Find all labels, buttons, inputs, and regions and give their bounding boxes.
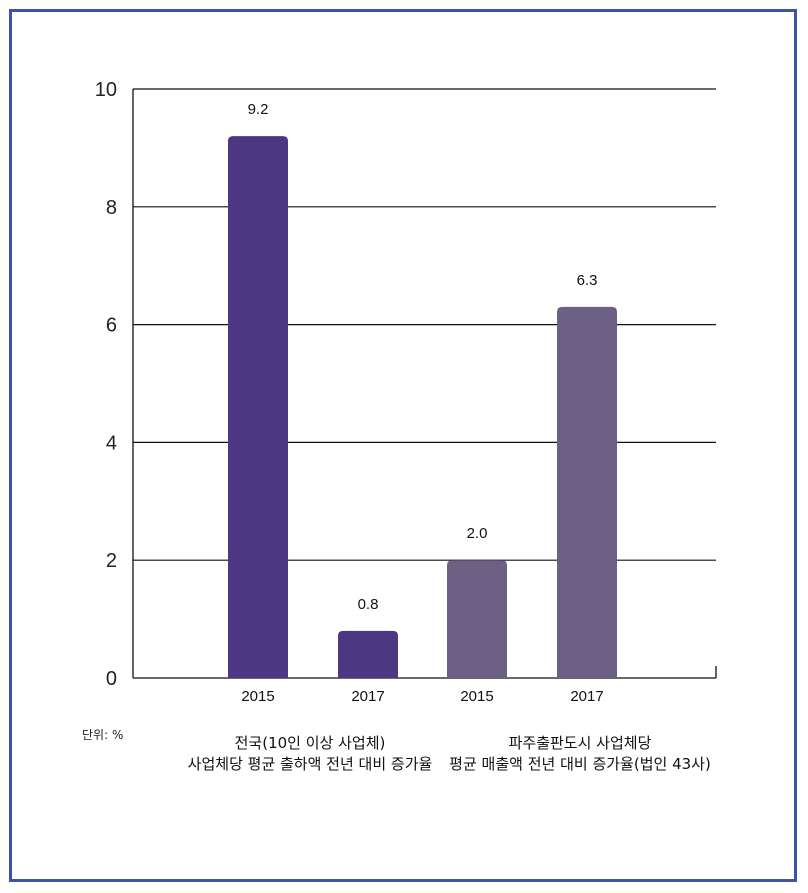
- bar: [557, 306, 617, 678]
- y-tick-label: 6: [106, 315, 117, 337]
- bar: [447, 560, 507, 678]
- x-tick-label: 2015: [460, 688, 493, 705]
- bar-value-label: 6.3: [577, 272, 598, 289]
- y-tick-label: 0: [106, 668, 117, 690]
- x-tick-label: 2017: [570, 688, 603, 705]
- group-label-national-line1: 전국(10인 이상 사업체): [234, 734, 386, 752]
- x-tick-label: 2017: [351, 688, 384, 705]
- chart-frame: [9, 9, 797, 882]
- bar-value-label: 9.2: [248, 101, 269, 118]
- bar: [338, 630, 398, 678]
- y-tick-label: 8: [106, 197, 117, 219]
- group-label-paju: 파주출판도시 사업체당 평균 매출액 전년 대비 증가율(법인 43사): [440, 733, 720, 775]
- y-tick-label: 10: [95, 79, 117, 101]
- group-label-national: 전국(10인 이상 사업체) 사업체당 평균 출하액 전년 대비 증가율: [170, 733, 450, 775]
- y-tick-label: 4: [106, 432, 117, 454]
- group-label-paju-line2: 평균 매출액 전년 대비 증가율(법인 43사): [449, 755, 711, 773]
- x-tick-label: 2015: [241, 688, 274, 705]
- bar-value-label: 2.0: [467, 525, 488, 542]
- y-tick-label: 2: [106, 550, 117, 572]
- bar: [228, 136, 288, 678]
- group-label-paju-line1: 파주출판도시 사업체당: [508, 734, 652, 752]
- group-label-national-line2: 사업체당 평균 출하액 전년 대비 증가율: [187, 755, 433, 773]
- bar-value-label: 0.8: [358, 596, 379, 613]
- unit-label: 단위: %: [82, 728, 124, 742]
